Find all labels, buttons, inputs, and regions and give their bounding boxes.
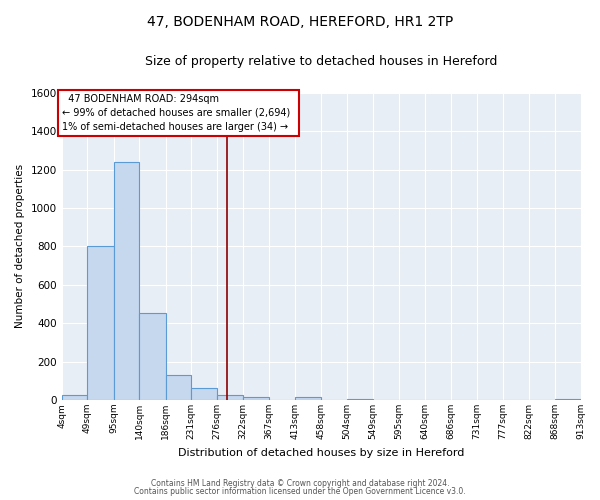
Bar <box>191 388 217 400</box>
Bar <box>243 397 269 400</box>
Text: Contains HM Land Registry data © Crown copyright and database right 2024.: Contains HM Land Registry data © Crown c… <box>151 478 449 488</box>
Text: 47, BODENHAM ROAD, HEREFORD, HR1 2TP: 47, BODENHAM ROAD, HEREFORD, HR1 2TP <box>147 15 453 29</box>
Title: Size of property relative to detached houses in Hereford: Size of property relative to detached ho… <box>145 55 497 68</box>
Bar <box>295 397 321 400</box>
Bar <box>217 395 243 400</box>
Bar <box>555 399 581 400</box>
Bar <box>113 162 139 400</box>
Bar <box>62 395 88 400</box>
Bar <box>88 246 113 400</box>
Text: Contains public sector information licensed under the Open Government Licence v3: Contains public sector information licen… <box>134 487 466 496</box>
Y-axis label: Number of detached properties: Number of detached properties <box>15 164 25 328</box>
Bar <box>139 312 166 400</box>
Bar <box>166 375 191 400</box>
Bar <box>347 399 373 400</box>
Text: 47 BODENHAM ROAD: 294sqm
← 99% of detached houses are smaller (2,694)
1% of semi: 47 BODENHAM ROAD: 294sqm ← 99% of detach… <box>62 94 295 132</box>
X-axis label: Distribution of detached houses by size in Hereford: Distribution of detached houses by size … <box>178 448 464 458</box>
